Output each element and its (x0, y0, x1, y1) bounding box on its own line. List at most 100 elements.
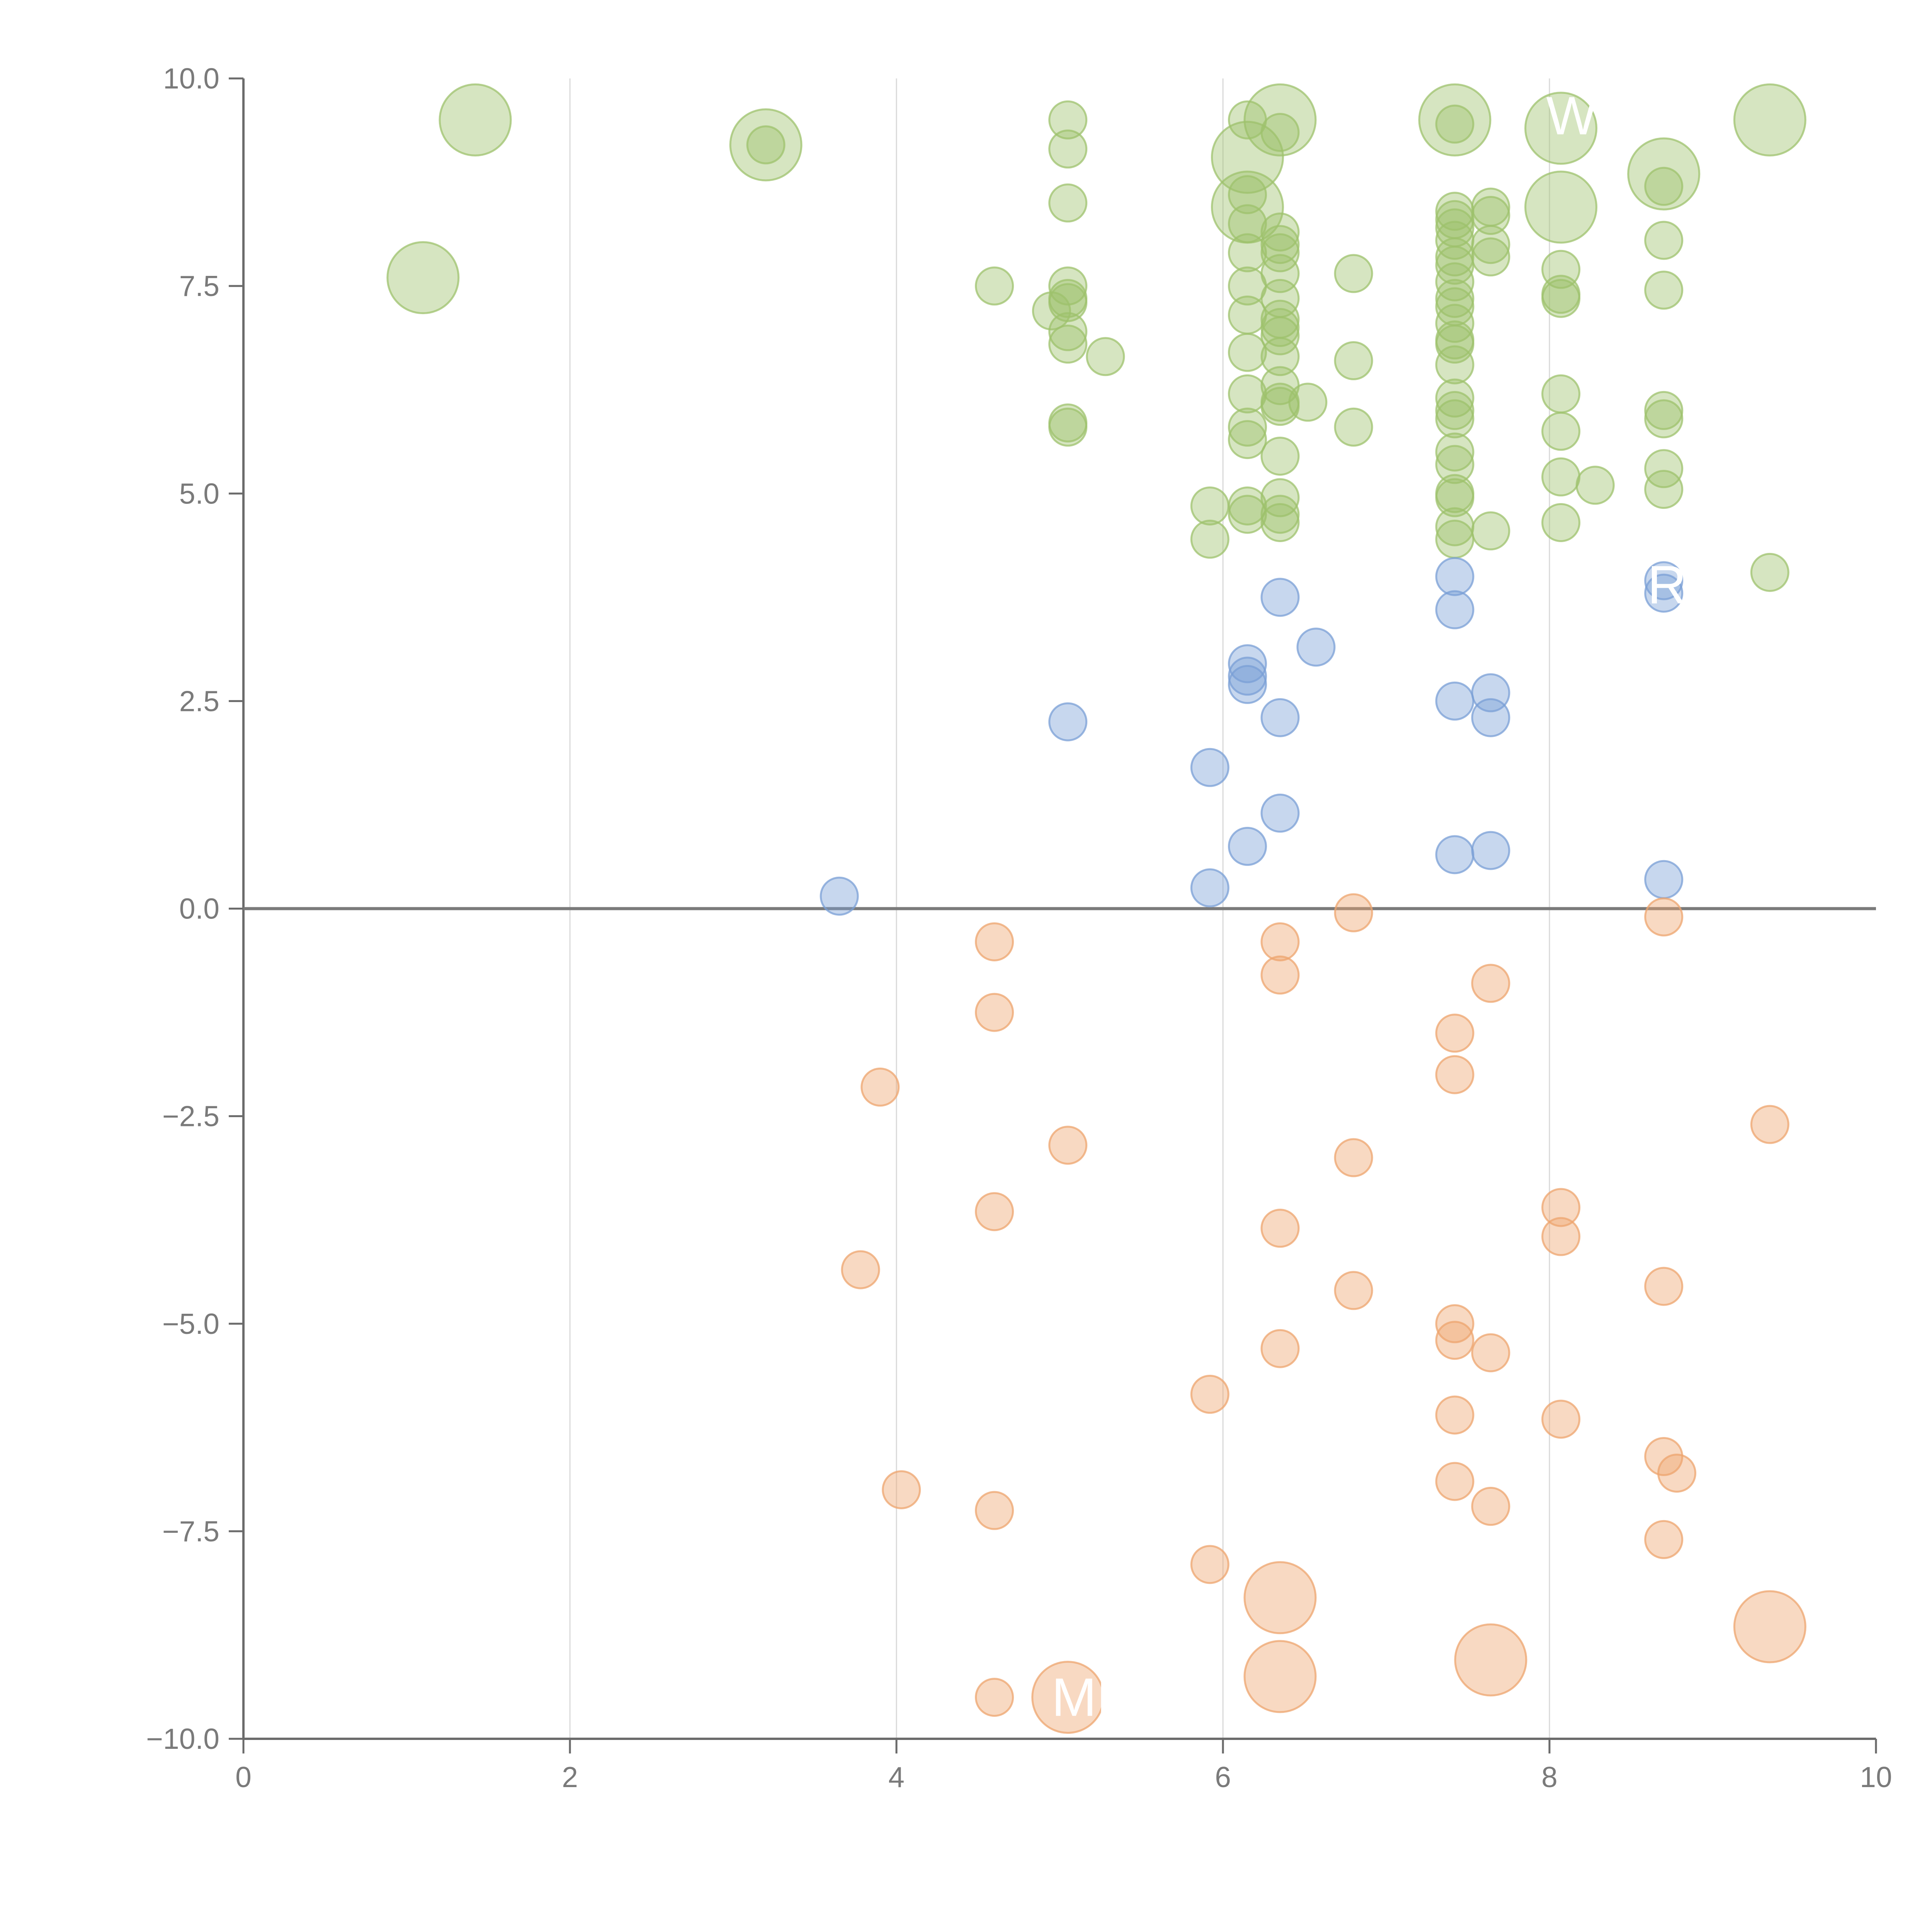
data-point (1228, 175, 1267, 214)
data-point (1190, 1545, 1230, 1584)
data-point (1435, 1014, 1475, 1053)
data-point (1471, 237, 1510, 277)
data-point (1048, 129, 1088, 169)
data-point (1228, 333, 1267, 372)
data-point (1435, 304, 1475, 343)
data-point (1435, 445, 1475, 484)
y-tick-label: −5.0 (162, 1308, 219, 1340)
data-point (1334, 254, 1373, 293)
data-point (1435, 345, 1475, 384)
point-label: W (1546, 85, 1597, 146)
data-point (975, 922, 1014, 961)
data-point (1657, 1453, 1697, 1493)
data-point (1260, 233, 1300, 272)
data-point (1644, 470, 1684, 509)
data-point (1644, 1437, 1684, 1476)
data-point (1541, 412, 1581, 451)
data-point-large (1454, 1623, 1527, 1697)
data-point-large (1418, 83, 1492, 156)
data-point (1228, 100, 1267, 139)
data-point (1260, 1329, 1300, 1368)
data-point (1435, 1321, 1475, 1360)
y-tick-label: −2.5 (162, 1100, 219, 1133)
data-point (1644, 399, 1684, 439)
y-tick-label: −10.0 (146, 1723, 219, 1755)
data-point (1541, 1188, 1581, 1227)
data-point (1644, 270, 1684, 310)
data-point (1032, 291, 1071, 331)
data-point (1260, 337, 1300, 376)
data-point (1086, 337, 1125, 376)
data-point (1541, 457, 1581, 497)
data-point (1435, 325, 1475, 364)
data-point (1435, 835, 1475, 874)
data-point (975, 1678, 1014, 1717)
data-point (1471, 831, 1510, 870)
data-point (1750, 553, 1789, 592)
data-point (1260, 113, 1300, 152)
data-point-large (1211, 121, 1284, 194)
y-tick-label: 2.5 (179, 685, 219, 717)
data-point (1048, 100, 1088, 139)
data-point (1260, 225, 1300, 264)
x-tick-label: 10 (1860, 1761, 1892, 1793)
data-point (1575, 466, 1615, 505)
data-point (1750, 1105, 1789, 1144)
data-point-large (439, 83, 512, 156)
data-point (1541, 374, 1581, 413)
data-point (1471, 511, 1510, 551)
data-point (1190, 1374, 1230, 1414)
data-point-large (1524, 170, 1598, 244)
data-point (1228, 374, 1267, 413)
data-point (1644, 897, 1684, 937)
data-point (1435, 519, 1475, 559)
data-point (1644, 573, 1684, 613)
data-point (1260, 793, 1300, 833)
data-point (1260, 578, 1300, 617)
data-point (1471, 698, 1510, 737)
x-tick-label: 4 (888, 1761, 905, 1793)
x-tick-label: 0 (235, 1761, 252, 1793)
data-point (1435, 1462, 1475, 1501)
data-point (1048, 702, 1088, 742)
data-point (1435, 557, 1475, 596)
data-point (1435, 1055, 1475, 1094)
data-point (1260, 503, 1300, 542)
data-point (975, 1192, 1014, 1231)
data-point (975, 1491, 1014, 1530)
data-point (1435, 432, 1475, 472)
y-tick-label: 5.0 (179, 477, 219, 510)
x-tick-label: 8 (1541, 1761, 1558, 1793)
data-point (1228, 486, 1267, 526)
data-point (1048, 325, 1088, 364)
data-point (1260, 955, 1300, 995)
data-point (1435, 590, 1475, 629)
data-point (1228, 295, 1267, 335)
data-point (975, 266, 1014, 306)
data-point (1541, 1217, 1581, 1256)
data-point (1048, 312, 1088, 351)
data-point (1471, 196, 1510, 235)
data-point (1048, 1126, 1088, 1165)
data-point (1048, 183, 1088, 223)
data-point (1260, 437, 1300, 476)
data-point (1260, 495, 1300, 534)
data-points (386, 83, 1806, 1734)
data-point (1435, 478, 1475, 517)
x-tick-label: 2 (562, 1761, 578, 1793)
data-point (1644, 221, 1684, 260)
data-point (1435, 681, 1475, 721)
data-point (1471, 225, 1510, 264)
data-point (1471, 1486, 1510, 1526)
data-point (975, 993, 1014, 1032)
data-point (1260, 922, 1300, 961)
data-point (1334, 1138, 1373, 1177)
data-point (1228, 495, 1267, 534)
data-point-large (386, 241, 460, 315)
data-point (1296, 628, 1336, 667)
data-point (1541, 503, 1581, 542)
data-point-large (1243, 1561, 1317, 1634)
data-point (861, 1067, 900, 1107)
data-point (1260, 698, 1300, 737)
